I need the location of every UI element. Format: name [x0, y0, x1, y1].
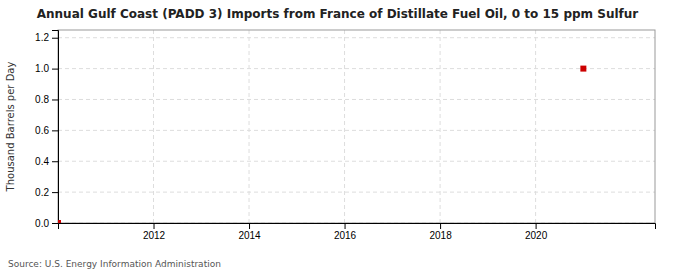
x-tick-label: 2018: [429, 230, 452, 241]
x-tick-mark: [345, 223, 346, 229]
y-tick-label: 1.2: [35, 32, 49, 43]
x-axis-line: [59, 224, 656, 230]
x-tick: 2012: [143, 223, 166, 241]
grid-line: [58, 130, 655, 131]
point: [580, 66, 586, 72]
y-tick: 0.8: [35, 94, 58, 105]
y-tick: 0.2: [35, 187, 58, 198]
grid-line: [153, 30, 154, 223]
y-tick-label: 0.2: [35, 187, 49, 198]
x-tick: 2018: [429, 223, 452, 241]
x-tick-mark: [154, 223, 155, 229]
y-tick-mark: [52, 99, 58, 100]
grid: [58, 30, 655, 223]
source-note: Source: U.S. Energy Information Administ…: [8, 259, 221, 269]
y-tick-mark: [52, 223, 58, 224]
grid-line: [58, 192, 655, 193]
title: Annual Gulf Coast (PADD 3) Imports from …: [37, 7, 639, 21]
x-tick: 2014: [238, 223, 261, 241]
y-tick-mark: [52, 192, 58, 193]
x-tick-label: 2016: [334, 230, 357, 241]
y-tick: 0.6: [35, 125, 58, 136]
plot-frame: [58, 30, 655, 223]
grid-line: [535, 30, 536, 223]
y-tick-mark: [52, 130, 58, 131]
y-tick-label: 0.8: [35, 94, 49, 105]
y-tick: 1.0: [35, 63, 58, 74]
points: [58, 66, 586, 223]
y-tick: 0.4: [35, 156, 58, 167]
x-axis: 2012 2014 2016 2018 2020: [59, 223, 656, 241]
y-tick-label: 0.0: [35, 218, 49, 229]
grid-line: [58, 37, 655, 38]
x-tick-mark: [440, 223, 441, 229]
y-tick-mark: [52, 161, 58, 162]
y-tick: 1.2: [35, 32, 58, 43]
grid-line: [58, 68, 655, 69]
x-tick: 2020: [525, 223, 548, 241]
y-axis: 0.0 0.2 0.4 0.6 0.8 1.0 1.2: [35, 31, 58, 229]
y-tick-mark: [52, 38, 58, 39]
x-tick-label: 2012: [143, 230, 166, 241]
grid-line: [58, 161, 655, 162]
x-tick-label: 2014: [238, 230, 261, 241]
grid-line: [440, 30, 441, 223]
grid-line: [344, 30, 345, 223]
x-tick: 2016: [334, 223, 357, 241]
y-axis-line: [52, 31, 59, 224]
plot: 2012 2014 2016 2018 2020 0.0 0.2 0.4 0.6 0.8 1.0 1.…: [35, 30, 655, 241]
y-tick-label: 1.0: [35, 63, 49, 74]
x-tick-label: 2020: [525, 230, 548, 241]
y-tick-label: 0.6: [35, 125, 49, 136]
y-tick-label: 0.4: [35, 156, 49, 167]
grid-line: [58, 99, 655, 100]
y-tick-mark: [52, 69, 58, 70]
x-tick-mark: [249, 223, 250, 229]
y-tick: 0.0: [35, 218, 58, 229]
x-tick-mark: [536, 223, 537, 229]
point: [58, 220, 61, 223]
chart: 2012 2014 2016 2018 2020 0.0 0.2 0.4 0.6 0.8 1.0 1.…: [0, 0, 675, 275]
y-axis-label: Thousand Barrels per Day: [5, 62, 16, 193]
grid-line: [249, 30, 250, 223]
